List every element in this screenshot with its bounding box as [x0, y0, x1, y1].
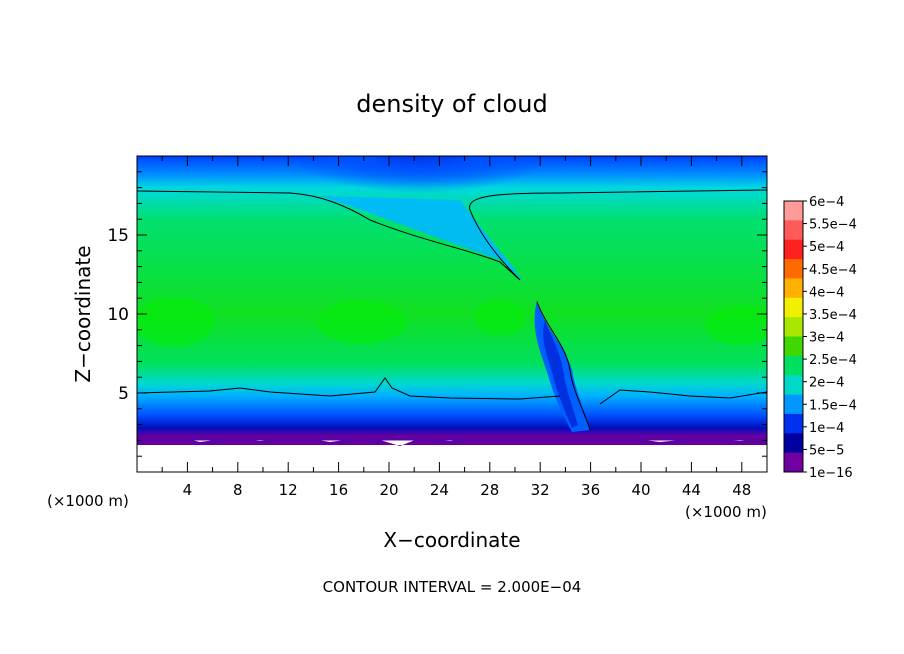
x-tick-label: 32 — [531, 481, 550, 499]
colorbar: 6e−4 5.5e−4 5e−4 4.5e−4 4e−4 3.5e−4 3e−4 2.5e−4… — [783, 195, 857, 481]
colorbar-swatch — [784, 297, 803, 318]
colorbar-swatch — [784, 239, 803, 260]
y-tick-label: 15 — [107, 226, 129, 246]
colorbar-label: 1.5e−4 — [809, 398, 857, 413]
x-tick-label: 28 — [480, 481, 499, 499]
colorbar-label: 1e−16 — [809, 466, 853, 481]
colorbar-swatch — [784, 394, 803, 415]
colorbar-swatch — [784, 355, 803, 376]
heatmap-field — [137, 156, 767, 472]
y-tick-label: 5 — [118, 384, 129, 404]
colorbar-label: 4.5e−4 — [809, 263, 857, 278]
colorbar-swatch — [784, 259, 803, 279]
colorbar-swatch — [784, 278, 803, 299]
colorbar-label: 6e−4 — [809, 195, 844, 210]
x-tick-label: 16 — [329, 481, 348, 499]
colorbar-label: 5.5e−4 — [809, 218, 857, 233]
x-tick-label: 44 — [682, 481, 701, 499]
contour-interval-note: CONTOUR INTERVAL = 2.000E−04 — [323, 578, 582, 596]
colorbar-swatch — [784, 452, 803, 473]
colorbar-label: 1e−4 — [809, 421, 844, 436]
x-unit-right: (×1000 m) — [685, 503, 767, 521]
x-tick-label: 4 — [183, 481, 193, 499]
chart-title: density of cloud — [356, 90, 547, 118]
y-axis: 5 10 15 — [107, 171, 767, 457]
x-tick-label: 8 — [233, 481, 243, 499]
y-tick-label: 10 — [107, 305, 129, 325]
colorbar-label: 5e−4 — [809, 240, 844, 255]
colorbar-swatch — [784, 433, 803, 454]
x-tick-label: 20 — [379, 481, 398, 499]
x-tick-label: 48 — [732, 481, 751, 499]
colorbar-swatch — [784, 336, 803, 357]
x-axis-label: X−coordinate — [383, 528, 520, 552]
colorbar-label: 2e−4 — [809, 376, 844, 391]
x-tick-label: 36 — [581, 481, 600, 499]
x-unit-left: (×1000 m) — [47, 492, 129, 510]
colorbar-swatch — [784, 413, 803, 434]
colorbar-swatch — [784, 201, 803, 221]
x-tick-label: 12 — [279, 481, 298, 499]
x-tick-label: 24 — [430, 481, 449, 499]
x-tick-label: 40 — [631, 481, 650, 499]
colorbar-label: 3e−4 — [809, 331, 844, 346]
colorbar-swatch — [784, 375, 803, 396]
colorbar-label: 2.5e−4 — [809, 353, 857, 368]
colorbar-swatch — [784, 317, 803, 337]
colorbar-label: 5e−5 — [809, 443, 844, 458]
colorbar-label: 4e−4 — [809, 285, 844, 300]
colorbar-swatch — [784, 220, 803, 241]
colorbar-label: 3.5e−4 — [809, 308, 857, 323]
y-axis-label: Z−coordinate — [71, 245, 95, 382]
x-axis: 4 8 12 16 20 24 28 32 36 40 44 48 — [161, 156, 751, 499]
